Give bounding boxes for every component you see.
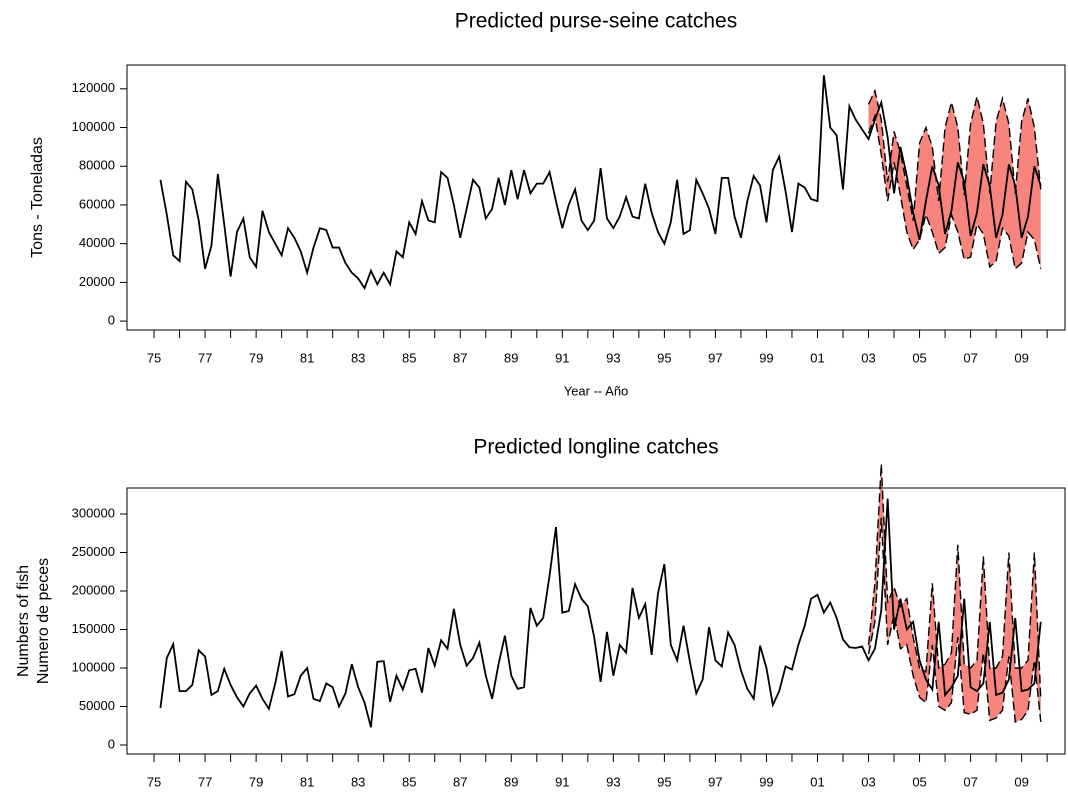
- y-tick-label: 0: [108, 313, 115, 328]
- x-tick-label: 89: [504, 774, 518, 789]
- band-edge: [867, 88, 1042, 221]
- x-tick-label: 01: [810, 774, 824, 789]
- x-tick-label: 93: [606, 350, 620, 365]
- x-tick-label: 75: [147, 774, 161, 789]
- forecast-band: [868, 463, 1041, 722]
- x-tick-label: 83: [351, 350, 365, 365]
- y-axis-label: Tons - Toneladas: [29, 137, 46, 258]
- x-tick-label: 99: [759, 350, 773, 365]
- x-tick-label: 09: [1014, 350, 1028, 365]
- x-tick-label: 81: [300, 350, 314, 365]
- y-axis-label: Numero de peces: [35, 558, 52, 684]
- x-tick-label: 09: [1014, 774, 1028, 789]
- x-tick-label: 77: [198, 350, 212, 365]
- x-tick-label: 79: [249, 350, 263, 365]
- y-tick-label: 150000: [72, 621, 115, 636]
- y-tick-label: 250000: [72, 544, 115, 559]
- x-tick-label: 91: [555, 350, 569, 365]
- x-tick-label: 87: [453, 774, 467, 789]
- chart-title: Predicted longline catches: [473, 436, 718, 459]
- x-tick-label: 81: [300, 774, 314, 789]
- x-tick-label: 87: [453, 350, 467, 365]
- band-edge: [867, 113, 1042, 271]
- x-tick-label: 93: [606, 774, 620, 789]
- y-tick-label: 0: [108, 736, 115, 751]
- x-tick-label: 07: [963, 774, 977, 789]
- x-tick-label: 99: [759, 774, 773, 789]
- x-tick-label: 07: [963, 350, 977, 365]
- y-tick-label: 100000: [72, 119, 115, 134]
- y-tick-label: 200000: [72, 582, 115, 597]
- x-tick-label: 05: [912, 774, 926, 789]
- catch-line: [159, 498, 1042, 728]
- x-tick-label: 05: [912, 350, 926, 365]
- x-tick-label: 03: [861, 774, 875, 789]
- x-tick-label: 95: [657, 774, 671, 789]
- y-tick-label: 300000: [72, 505, 115, 520]
- y-tick-label: 80000: [79, 158, 115, 173]
- x-tick-label: 95: [657, 350, 671, 365]
- x-axis-label: Year -- Año: [564, 383, 629, 398]
- x-tick-label: 91: [555, 774, 569, 789]
- x-tick-label: 89: [504, 350, 518, 365]
- x-tick-label: 83: [351, 774, 365, 789]
- x-tick-label: 79: [249, 774, 263, 789]
- y-tick-label: 20000: [79, 274, 115, 289]
- plot-frame: [126, 64, 1066, 331]
- plot-frame: [126, 487, 1066, 755]
- catch-line: [159, 75, 1042, 291]
- y-tick-label: 50000: [79, 698, 115, 713]
- y-tick-label: 120000: [72, 80, 115, 95]
- x-tick-label: 85: [402, 774, 416, 789]
- x-tick-label: 75: [147, 350, 161, 365]
- y-tick-label: 100000: [72, 659, 115, 674]
- chart-title: Predicted purse-seine catches: [455, 10, 738, 33]
- y-tick-label: 40000: [79, 235, 115, 250]
- x-tick-label: 85: [402, 350, 416, 365]
- band-edge: [867, 463, 1042, 699]
- x-tick-label: 77: [198, 774, 212, 789]
- x-tick-label: 97: [708, 774, 722, 789]
- band-edge: [867, 517, 1042, 723]
- x-tick-label: 97: [708, 350, 722, 365]
- x-tick-label: 01: [810, 350, 824, 365]
- x-tick-label: 03: [861, 350, 875, 365]
- y-tick-label: 60000: [79, 196, 115, 211]
- y-axis-label: Numbers of fish: [15, 565, 32, 677]
